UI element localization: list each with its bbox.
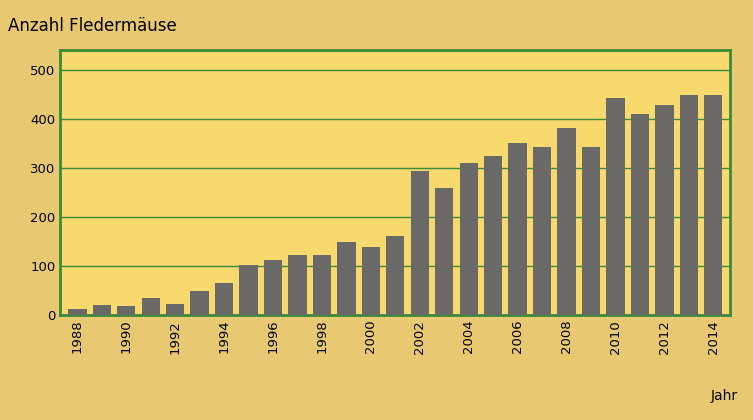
Bar [606,98,625,315]
Bar [69,309,87,315]
Bar [557,128,576,315]
Bar [631,114,649,315]
Bar [484,156,502,315]
Bar [435,188,453,315]
Bar [288,255,306,315]
Text: Anzahl Fledermäuse: Anzahl Fledermäuse [8,17,176,35]
Bar [410,171,429,315]
Bar [680,95,698,315]
Bar [508,144,527,315]
Bar [337,242,355,315]
Bar [142,298,160,315]
Bar [117,306,136,315]
Bar [386,236,404,315]
Bar [191,291,209,315]
Bar [533,147,551,315]
Bar [93,305,111,315]
Bar [704,95,722,315]
Bar [264,260,282,315]
Bar [459,163,478,315]
Bar [361,247,380,315]
Text: Jahr: Jahr [711,389,738,403]
Bar [582,147,600,315]
Bar [166,304,184,315]
Bar [312,255,331,315]
Bar [655,105,673,315]
Bar [239,265,258,315]
Bar [215,283,233,315]
